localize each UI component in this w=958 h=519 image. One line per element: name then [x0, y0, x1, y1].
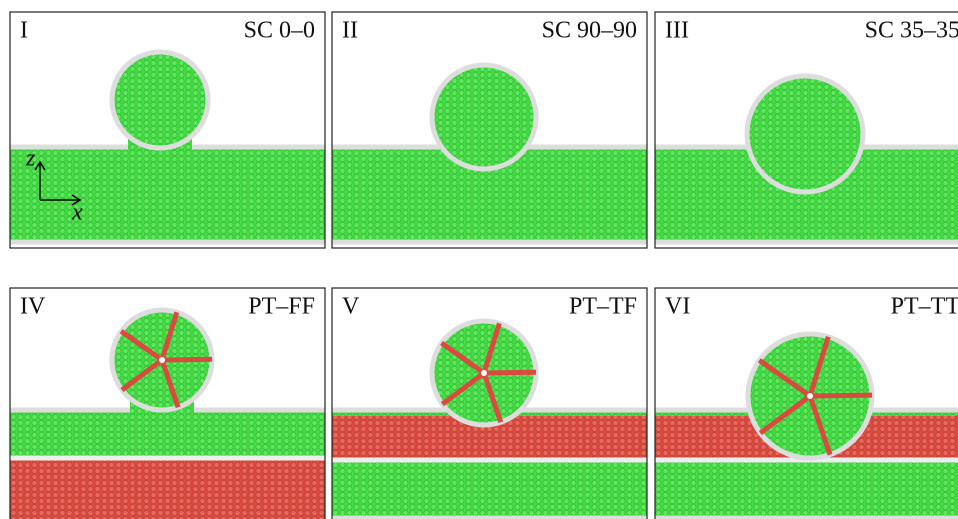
center-atom: [807, 393, 813, 399]
twin-boundary: [484, 372, 536, 373]
panel: III SC 35–35: [653, 12, 958, 248]
panel-content: [330, 65, 649, 242]
figure: I SC 0–0 II SC 90–90 III SC 35–35 IV PT–FF V PT–T…: [0, 0, 958, 519]
twin-boundary: [810, 395, 872, 396]
panel-label: SC 0–0: [244, 18, 315, 44]
panel-numeral: IV: [20, 294, 46, 320]
x-label: x: [71, 200, 83, 226]
particle: [112, 52, 208, 148]
panel-label: PT–TF: [569, 294, 637, 320]
panel-label: PT–FF: [248, 294, 315, 320]
panel-content: [8, 310, 327, 519]
panel-numeral: VI: [665, 294, 690, 320]
panel: IV PT–FF: [8, 288, 327, 519]
substrate: [8, 147, 327, 242]
panel-numeral: I: [20, 18, 28, 44]
panel-content: [653, 76, 958, 242]
particle: [432, 65, 536, 169]
panel-content: [330, 321, 649, 518]
panel-content: [8, 52, 327, 242]
z-label: z: [25, 146, 36, 172]
panel: I SC 0–0: [8, 12, 327, 248]
center-atom: [481, 370, 487, 376]
red-band: [8, 456, 327, 519]
panel: VI PT–TT: [653, 288, 958, 519]
panel-numeral: III: [665, 18, 689, 44]
particle: [747, 76, 863, 192]
panel: II SC 90–90: [330, 12, 649, 248]
panel-label: PT–TT: [891, 294, 958, 320]
panel-numeral: V: [342, 294, 360, 320]
panel-content: [653, 334, 958, 518]
panel-numeral: II: [342, 18, 358, 44]
panel-label: SC 90–90: [542, 18, 637, 44]
panel: V PT–TF: [330, 288, 649, 519]
twin-boundary: [162, 359, 212, 360]
panel-label: SC 35–35: [865, 18, 958, 44]
center-atom: [159, 357, 165, 363]
